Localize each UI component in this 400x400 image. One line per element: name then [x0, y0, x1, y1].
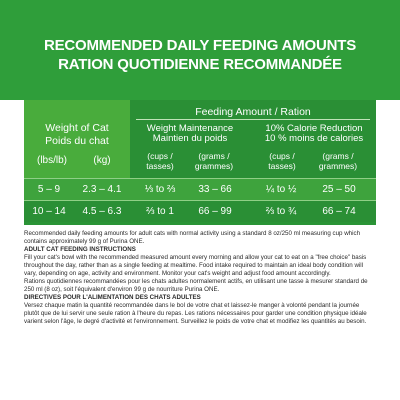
row-kg: 2.3 – 4.1 [82, 184, 122, 195]
weight-label-en: Weight of Cat [45, 122, 109, 134]
unit-kg: (kg) [93, 155, 111, 166]
cups-unit-label-fr: tasses) [146, 161, 174, 171]
row-divider [24, 178, 376, 179]
table-row: 10 – 14 4.5 – 6.3 ⅔ to 1 66 – 99 ⅔ to ¾ … [24, 200, 376, 222]
reduction-label-en: 10% Calorie Reduction [265, 123, 363, 134]
row-maintenance-cups: ⅔ to 1 [146, 206, 174, 217]
row-reduction-grams: 25 – 50 [322, 184, 356, 195]
row-lbs: 5 – 9 [37, 184, 61, 195]
row-maintenance-cups: ⅓ to ⅔ [144, 184, 176, 195]
instructions-heading-fr: DIRECTIVES POUR L'ALIMENTATION DES CHATS… [24, 294, 201, 301]
maintenance-label-fr: Maintien du poids [152, 133, 228, 144]
instructions-heading-en: ADULT CAT FEEDING INSTRUCTIONS [24, 246, 136, 253]
row-reduction-grams: 66 – 74 [322, 206, 356, 217]
row-maintenance-grams: 66 – 99 [198, 206, 232, 217]
row-lbs: 10 – 14 [32, 206, 66, 217]
intro-text-en: Recommended daily feeding amounts for ad… [24, 230, 361, 245]
table-row: 5 – 9 2.3 – 4.1 ⅓ to ⅔ 33 – 66 ¼ to ½ 25… [24, 178, 376, 200]
row-reduction-cups: ⅔ to ¾ [265, 206, 297, 217]
feeding-table-header: Weight of Cat Poids du chat (lbs/lb) (kg… [24, 100, 376, 225]
grams-unit-label: (grams / [322, 151, 354, 161]
cups-unit-label: (cups / [147, 151, 173, 161]
row-kg: 4.5 – 6.3 [82, 206, 122, 217]
title-english: RECOMMENDED DAILY FEEDING AMOUNTS [43, 37, 357, 54]
cups-unit-label-fr: tasses) [268, 161, 296, 171]
maintenance-label-en: Weight Maintenance [146, 123, 234, 134]
grams-unit-label: (grams / [198, 151, 230, 161]
instructions-text-en: Fill your cat's bowl with the recommende… [24, 254, 367, 277]
grams-unit-label-fr: grammes) [194, 161, 234, 171]
row-reduction-cups: ¼ to ½ [265, 184, 297, 195]
feeding-instructions: Recommended daily feeding amounts for ad… [24, 230, 376, 326]
intro-text-fr: Rations quotidiennes recommandées pour l… [24, 278, 368, 293]
reduction-label-fr: 10 % moins de calories [264, 133, 364, 144]
unit-lbs: (lbs/lb) [36, 155, 67, 166]
header-divider [136, 119, 370, 120]
cups-unit-label: (cups / [269, 151, 295, 161]
feeding-amount-label: Feeding Amount / Ration [195, 106, 311, 118]
instructions-text-fr: Versez chaque matin la quantité recomman… [24, 302, 367, 325]
weight-label-fr: Poids du chat [45, 135, 109, 147]
feeding-header: RECOMMENDED DAILY FEEDING AMOUNTS RATION… [0, 0, 400, 100]
title-french: RATION QUOTIDIENNE RECOMMANDÉE [58, 56, 342, 73]
grams-unit-label-fr: grammes) [318, 161, 358, 171]
row-maintenance-grams: 33 – 66 [198, 184, 232, 195]
row-divider [24, 200, 376, 201]
